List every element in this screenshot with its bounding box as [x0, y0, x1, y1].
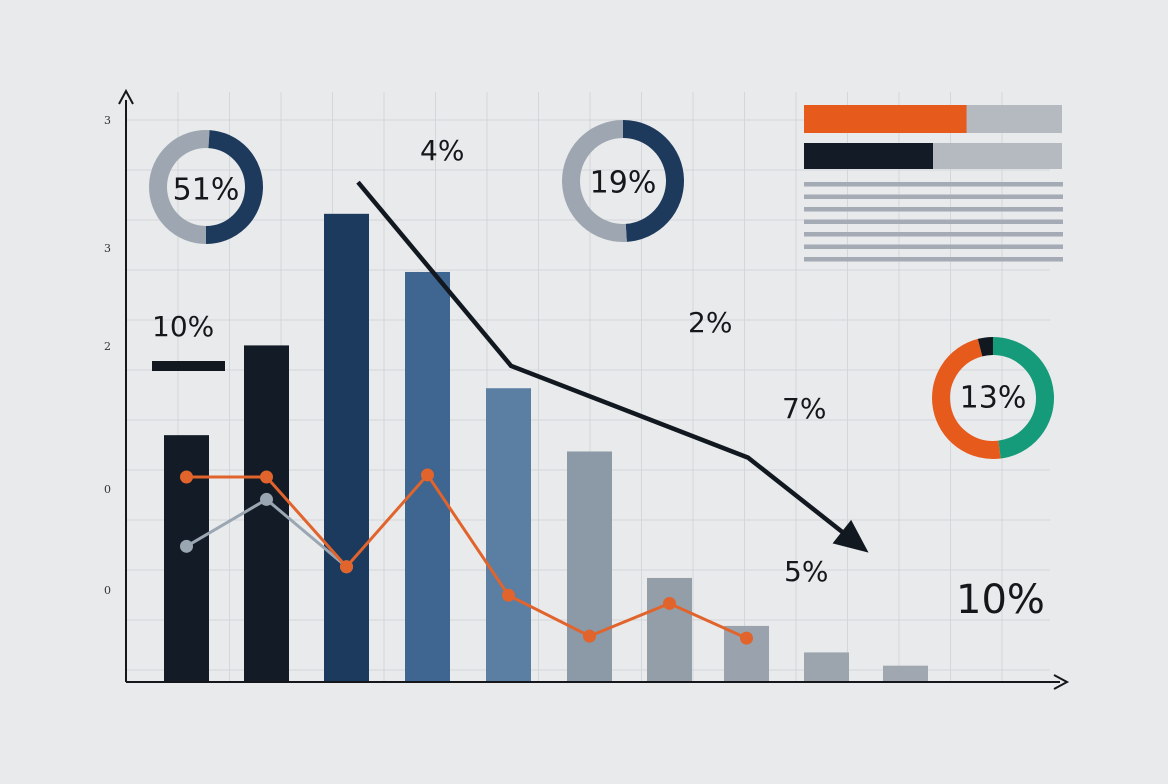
donut-segment — [562, 120, 627, 242]
annotation-underline — [152, 361, 225, 371]
x-axis-arrow-icon — [1053, 674, 1070, 690]
bar — [883, 665, 928, 682]
y-tick-label: 2 — [104, 340, 111, 353]
donut-charts: 51% 19% 13% — [149, 120, 1054, 459]
donut-chart — [932, 337, 1054, 459]
orange-series-point — [583, 629, 596, 643]
donut-label: 51% — [173, 173, 240, 208]
orange-series-line — [186, 473, 748, 640]
donut-segment — [149, 130, 210, 244]
annotation-label: 10% — [956, 577, 1045, 623]
donut-segment — [977, 337, 994, 357]
y-axis-arrow-icon — [118, 88, 134, 105]
y-tick-labels: 3 3 2 0 0 — [104, 114, 111, 597]
donut-segment — [932, 338, 1001, 459]
gray-series-point — [180, 539, 193, 553]
gray-series-point — [260, 492, 273, 506]
trend-line — [356, 180, 847, 536]
donut-segment — [622, 120, 684, 242]
bar — [567, 451, 612, 682]
donut-chart — [562, 120, 684, 242]
annotation-label: 5% — [784, 555, 828, 588]
legend-line — [804, 182, 1063, 187]
y-tick-label: 0 — [104, 584, 111, 597]
orange-series-point — [260, 470, 273, 484]
legend-panel — [804, 105, 1063, 262]
trend-arrowhead-icon — [832, 519, 869, 553]
donut-segment — [205, 130, 263, 244]
orange-series-point — [180, 470, 193, 484]
orange-series-point — [663, 596, 676, 610]
progress-fill — [804, 105, 967, 133]
y-tick-label: 0 — [104, 483, 111, 496]
legend-line — [804, 232, 1063, 237]
bar-series — [164, 213, 928, 682]
orange-series-point — [502, 588, 515, 602]
y-tick-label: 3 — [104, 114, 111, 127]
y-tick-label: 3 — [104, 242, 111, 255]
legend-line — [804, 207, 1063, 212]
donut-label: 13% — [960, 381, 1027, 416]
donut-label: 19% — [590, 166, 657, 201]
annotation-label: 2% — [688, 306, 732, 339]
line-series — [180, 468, 753, 645]
legend-line — [804, 244, 1063, 249]
orange-series-point — [340, 560, 353, 574]
trend-arrow — [356, 180, 869, 553]
orange-series-point — [421, 468, 434, 482]
bar — [486, 388, 531, 682]
annotation-label: 4% — [420, 134, 464, 167]
legend-line — [804, 194, 1063, 199]
progress-fill — [804, 143, 933, 169]
annotation-label: 7% — [782, 392, 826, 425]
bar — [647, 577, 692, 682]
legend-line — [804, 257, 1063, 262]
legend-line — [804, 219, 1063, 224]
bar — [804, 652, 849, 682]
axes — [118, 88, 1070, 690]
donut-segment — [992, 337, 1054, 459]
orange-series-point — [740, 631, 753, 645]
donut-chart — [149, 130, 263, 244]
bar — [324, 213, 369, 682]
annotation-label: 10% — [152, 310, 214, 343]
annotations: 10% 4% 2% 7% 5% 10% — [152, 134, 1045, 623]
